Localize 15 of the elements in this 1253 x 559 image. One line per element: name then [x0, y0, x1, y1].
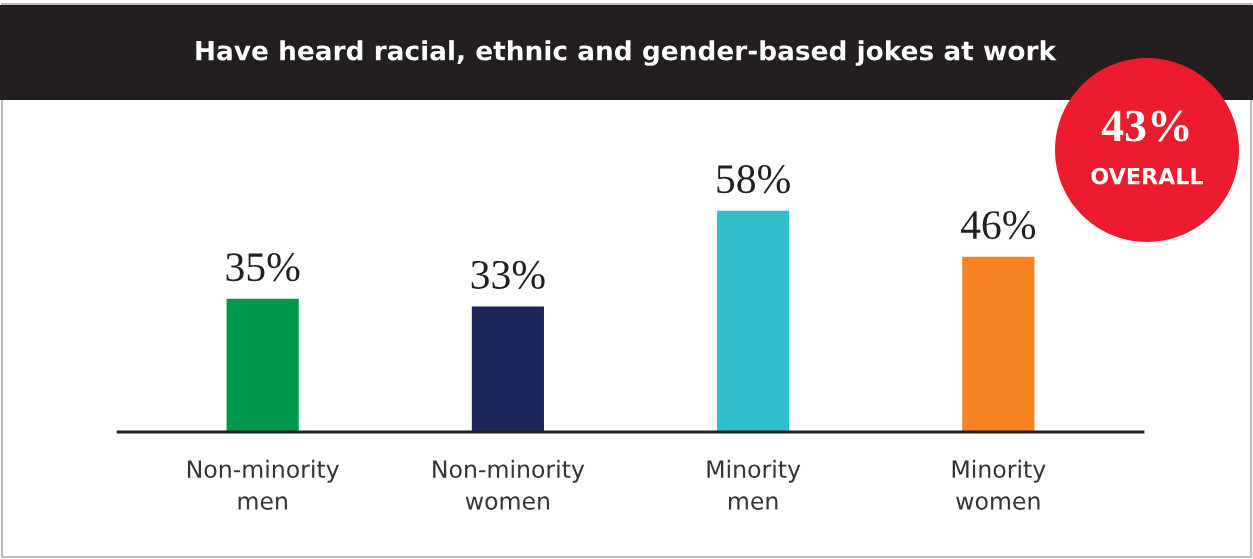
x-tick-label: Minority men	[707, 459, 801, 510]
bar	[715, 210, 791, 432]
data-label: 46%	[960, 211, 1036, 240]
data-label: 35%	[226, 253, 300, 282]
data-label: 33%	[471, 260, 545, 290]
text: 43%	[1101, 110, 1189, 142]
data-label: 58%	[717, 165, 790, 194]
bar	[225, 297, 301, 432]
bar	[470, 304, 546, 432]
x-tick-label: Non-minority women	[433, 459, 585, 510]
x-tick-label: Non-minority men	[187, 459, 340, 510]
text: OVERALL	[1091, 167, 1204, 185]
x-tick-label: Minority women	[952, 459, 1046, 510]
chart-title: Have heard racial, ethnic and gender-based jokes at work	[196, 40, 1057, 66]
bar	[960, 255, 1036, 432]
